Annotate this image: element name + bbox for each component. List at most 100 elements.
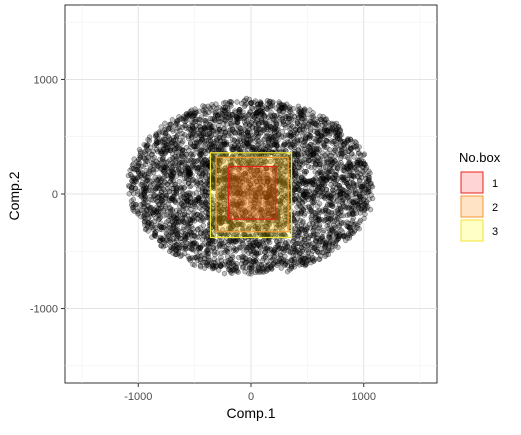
data-point	[170, 137, 177, 143]
data-point	[298, 210, 304, 217]
data-point	[324, 137, 330, 144]
data-point	[157, 201, 163, 208]
data-point	[165, 201, 171, 207]
data-point	[171, 170, 177, 176]
data-point	[324, 223, 330, 229]
data-point	[297, 160, 304, 166]
data-point	[201, 265, 208, 271]
data-point	[275, 126, 281, 132]
data-point	[351, 211, 357, 217]
data-point	[329, 211, 335, 217]
data-point	[185, 157, 191, 163]
legend-key-2	[460, 195, 484, 218]
data-point	[260, 127, 266, 134]
data-point	[356, 150, 362, 156]
data-point	[179, 153, 185, 159]
data-point	[154, 139, 161, 146]
data-point	[192, 146, 198, 152]
data-point	[255, 101, 261, 108]
data-point	[273, 250, 279, 256]
legend-label-1: 1	[492, 178, 498, 190]
data-point	[365, 186, 371, 192]
data-point	[194, 158, 200, 164]
data-point	[180, 117, 186, 123]
data-point	[268, 136, 275, 142]
data-point	[190, 261, 196, 268]
data-point	[220, 120, 227, 127]
data-point	[338, 155, 344, 162]
data-point	[184, 225, 190, 231]
data-point	[155, 160, 161, 166]
data-point	[345, 183, 352, 190]
data-point	[335, 233, 341, 239]
data-point	[215, 146, 221, 153]
data-point	[333, 177, 339, 184]
data-point	[337, 150, 344, 157]
legend-key-3	[460, 219, 484, 242]
data-point	[291, 233, 297, 239]
data-point	[242, 254, 248, 261]
data-point	[229, 237, 236, 243]
legend-label-3: 3	[492, 226, 498, 238]
data-point	[356, 157, 362, 163]
data-point	[182, 235, 189, 241]
data-point	[139, 179, 145, 186]
data-point	[332, 153, 339, 159]
data-point	[178, 201, 184, 207]
data-point	[344, 212, 350, 218]
data-point	[240, 264, 246, 270]
data-point	[174, 207, 180, 214]
data-point	[326, 169, 332, 175]
data-point	[230, 146, 237, 153]
data-point	[310, 143, 316, 149]
data-point	[335, 244, 341, 250]
data-point	[338, 194, 344, 201]
data-point	[130, 180, 136, 186]
data-point	[251, 114, 257, 120]
data-point	[214, 129, 220, 135]
data-point	[202, 118, 208, 124]
data-point	[288, 256, 295, 263]
data-point	[257, 111, 264, 117]
data-point	[305, 131, 311, 138]
data-point	[203, 138, 210, 144]
data-point	[340, 220, 346, 226]
data-point	[299, 132, 306, 138]
data-point	[177, 232, 183, 238]
data-point	[361, 196, 367, 202]
legend-title: No.box	[459, 150, 501, 165]
data-point	[141, 156, 147, 162]
data-point	[316, 147, 323, 153]
y-axis-label: Comp.2	[6, 171, 22, 220]
data-point	[209, 127, 215, 134]
data-point	[257, 249, 264, 256]
data-point	[297, 203, 303, 210]
data-point	[321, 194, 328, 201]
data-point	[322, 121, 328, 127]
data-point	[169, 117, 176, 123]
data-point	[269, 142, 275, 149]
data-point	[313, 176, 319, 182]
data-point	[335, 205, 341, 212]
data-point	[359, 184, 365, 190]
legend: No.box 1 2 3	[459, 150, 501, 242]
data-point	[180, 138, 186, 144]
data-point	[200, 222, 206, 229]
data-point	[291, 181, 297, 187]
data-point	[174, 145, 180, 152]
data-point	[285, 132, 291, 138]
data-point	[247, 109, 253, 115]
data-point	[221, 270, 228, 277]
data-point	[356, 226, 362, 232]
data-point	[138, 149, 144, 155]
data-point	[183, 205, 189, 211]
data-point	[134, 175, 140, 182]
data-point	[131, 156, 137, 162]
data-point	[347, 137, 354, 143]
data-point	[172, 181, 178, 188]
data-point	[254, 238, 260, 244]
data-point	[301, 169, 308, 175]
legend-key-1	[460, 171, 484, 194]
data-point	[149, 224, 155, 230]
data-point	[316, 201, 323, 207]
